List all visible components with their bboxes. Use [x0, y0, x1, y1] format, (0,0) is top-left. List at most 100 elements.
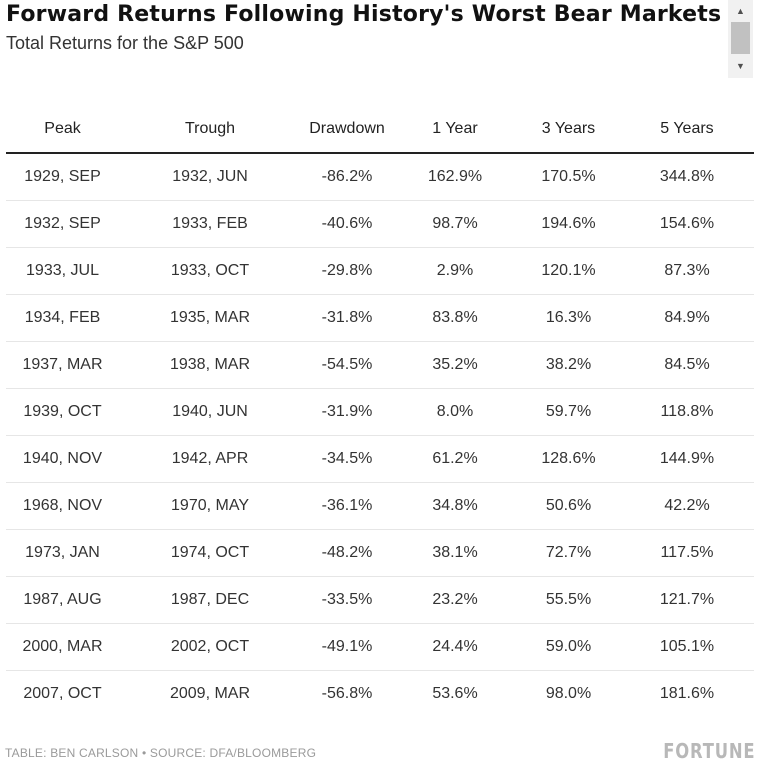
page-subtitle: Total Returns for the S&P 500 [6, 33, 244, 53]
cell-1-year: 53.6% [432, 685, 478, 702]
cell-3-years: 38.2% [517, 341, 620, 389]
cell-3-years: 55.5% [517, 576, 620, 624]
table-row: 2000, MAR 2002, OCT -49.1% 24.4% 59.0% 1… [6, 623, 754, 671]
table-row: 1968, NOV 1970, MAY -36.1% 34.8% 50.6% 4… [6, 482, 754, 530]
cell-1-year: 35.2% [393, 341, 517, 389]
column-header-3-years: 3 Years [517, 106, 620, 154]
cell-3-years: 194.6% [517, 200, 620, 248]
cell-drawdown: -40.6% [301, 200, 393, 248]
cell-peak: 1968, NOV [6, 482, 119, 530]
cell-peak: 2007, OCT [23, 685, 102, 702]
column-header-1-year: 1 Year [393, 106, 517, 154]
cell-drawdown: -31.9% [301, 388, 393, 436]
cell-trough: 1935, MAR [119, 294, 301, 342]
cell-trough: 1933, FEB [119, 200, 301, 248]
fortune-logo: FORTUNE [662, 739, 755, 763]
column-header-5-years: 5 Years [620, 106, 754, 154]
cell-1-year: 8.0% [393, 388, 517, 436]
cell-3-years: 72.7% [517, 529, 620, 577]
cell-drawdown: -49.1% [301, 623, 393, 671]
table-row: 2007, OCT 2009, MAR -56.8% 53.6% 98.0% 1… [6, 671, 754, 718]
chart-header: Forward Returns Following History's Wors… [6, 0, 726, 54]
cell-peak: 2000, MAR [6, 623, 119, 671]
scroll-up-arrow-icon[interactable]: ▲ [736, 6, 745, 16]
table-row: 1973, JAN 1974, OCT -48.2% 38.1% 72.7% 1… [6, 529, 754, 577]
cell-trough: 1942, APR [119, 435, 301, 483]
cell-5-years: 144.9% [620, 435, 754, 483]
table-row: 1937, MAR 1938, MAR -54.5% 35.2% 38.2% 8… [6, 341, 754, 389]
table-row: 1932, SEP 1933, FEB -40.6% 98.7% 194.6% … [6, 200, 754, 248]
column-header-drawdown: Drawdown [301, 106, 393, 154]
cell-drawdown: -36.1% [301, 482, 393, 530]
cell-3-years: 170.5% [517, 153, 620, 201]
cell-drawdown: -86.2% [301, 153, 393, 201]
cell-peak: 1929, SEP [6, 153, 119, 201]
cell-trough: 1970, MAY [119, 482, 301, 530]
cell-drawdown: -29.8% [301, 247, 393, 295]
cell-5-years: 84.5% [620, 341, 754, 389]
cell-5-years: 87.3% [620, 247, 754, 295]
cell-trough: 1987, DEC [119, 576, 301, 624]
cell-5-years: 105.1% [620, 623, 754, 671]
cell-5-years: 154.6% [620, 200, 754, 248]
cell-drawdown: -56.8% [321, 685, 373, 702]
cell-1-year: 162.9% [393, 153, 517, 201]
cell-1-year: 24.4% [393, 623, 517, 671]
cell-trough: 1938, MAR [119, 341, 301, 389]
table-row: 1934, FEB 1935, MAR -31.8% 83.8% 16.3% 8… [6, 294, 754, 342]
cell-trough: 1940, JUN [119, 388, 301, 436]
cell-peak: 1939, OCT [6, 388, 119, 436]
cell-drawdown: -31.8% [301, 294, 393, 342]
cell-1-year: 2.9% [393, 247, 517, 295]
cell-trough: 2002, OCT [119, 623, 301, 671]
cell-peak: 1934, FEB [6, 294, 119, 342]
cell-trough: 1932, JUN [119, 153, 301, 201]
cell-5-years: 42.2% [620, 482, 754, 530]
cell-5-years: 181.6% [659, 685, 715, 702]
cell-trough: 2009, MAR [169, 685, 251, 702]
cell-1-year: 23.2% [393, 576, 517, 624]
cell-5-years: 117.5% [620, 529, 754, 577]
cell-peak: 1932, SEP [6, 200, 119, 248]
cell-peak: 1973, JAN [6, 529, 119, 577]
cell-5-years: 118.8% [620, 388, 754, 436]
cell-1-year: 61.2% [393, 435, 517, 483]
cell-drawdown: -34.5% [301, 435, 393, 483]
cell-1-year: 98.7% [393, 200, 517, 248]
source-credit: TABLE: BEN CARLSON • SOURCE: DFA/BLOOMBE… [5, 746, 317, 760]
cell-peak: 1933, JUL [6, 247, 119, 295]
page-title: Forward Returns Following History's Wors… [6, 2, 722, 27]
column-header-peak: Peak [6, 106, 119, 154]
cell-drawdown: -33.5% [301, 576, 393, 624]
cell-1-year: 34.8% [393, 482, 517, 530]
cell-1-year: 38.1% [393, 529, 517, 577]
cell-drawdown: -54.5% [301, 341, 393, 389]
table-row: 1940, NOV 1942, APR -34.5% 61.2% 128.6% … [6, 435, 754, 483]
cell-3-years: 50.6% [517, 482, 620, 530]
table-row: 1939, OCT 1940, JUN -31.9% 8.0% 59.7% 11… [6, 388, 754, 436]
cell-3-years: 16.3% [517, 294, 620, 342]
table-row: 1987, AUG 1987, DEC -33.5% 23.2% 55.5% 1… [6, 576, 754, 624]
cell-peak: 1937, MAR [6, 341, 119, 389]
cell-peak: 1940, NOV [6, 435, 119, 483]
cell-peak: 1987, AUG [6, 576, 119, 624]
cell-3-years: 128.6% [517, 435, 620, 483]
cell-trough: 1933, OCT [119, 247, 301, 295]
cell-3-years: 98.0% [545, 685, 592, 702]
table-header-row: Peak Trough Drawdown 1 Year 3 Years 5 Ye… [6, 106, 754, 154]
cell-trough: 1974, OCT [119, 529, 301, 577]
table-row: 1929, SEP 1932, JUN -86.2% 162.9% 170.5%… [6, 153, 754, 201]
table-row: 1933, JUL 1933, OCT -29.8% 2.9% 120.1% 8… [6, 247, 754, 295]
cell-5-years: 84.9% [620, 294, 754, 342]
cell-3-years: 59.7% [517, 388, 620, 436]
cell-3-years: 120.1% [517, 247, 620, 295]
column-header-trough: Trough [119, 106, 301, 154]
vertical-scrollbar[interactable]: ▲ ▼ [728, 0, 753, 78]
cell-5-years: 344.8% [620, 153, 754, 201]
scrollbar-thumb[interactable] [731, 22, 750, 54]
bear-markets-table: Peak Trough Drawdown 1 Year 3 Years 5 Ye… [6, 106, 754, 717]
scroll-down-arrow-icon[interactable]: ▼ [736, 61, 745, 71]
cell-1-year: 83.8% [393, 294, 517, 342]
cell-drawdown: -48.2% [301, 529, 393, 577]
cell-3-years: 59.0% [517, 623, 620, 671]
